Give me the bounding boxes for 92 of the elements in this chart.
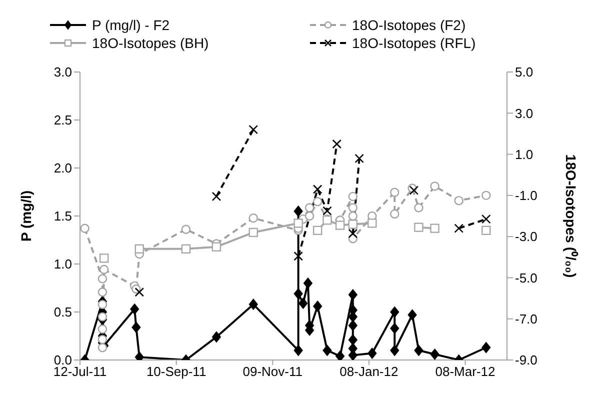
- point: [390, 188, 400, 197]
- point: [181, 244, 191, 254]
- point: [322, 344, 332, 356]
- x-tick-label: 08-Jan-12: [340, 364, 398, 380]
- y2-tick-label: 1.0: [515, 146, 534, 162]
- point: [336, 350, 345, 360]
- y-tick-label: 3.0: [54, 64, 72, 80]
- point: [414, 344, 424, 356]
- point: [312, 226, 322, 235]
- point: [414, 222, 424, 232]
- point: [248, 213, 258, 223]
- x-tick-label: 08-Mar-12: [435, 364, 496, 380]
- point: [312, 184, 322, 194]
- y-tick-label: 0.5: [54, 304, 72, 320]
- point: [98, 274, 108, 284]
- y2-tick-label: -3.0: [515, 229, 538, 244]
- point: [248, 228, 258, 238]
- point: [481, 214, 491, 224]
- point: [454, 224, 464, 233]
- y2-tick-label: -7.0: [515, 311, 538, 326]
- point: [298, 298, 308, 309]
- point: [368, 218, 377, 228]
- point: [130, 304, 140, 315]
- point: [98, 334, 108, 344]
- point: [248, 124, 258, 134]
- point: [98, 343, 108, 352]
- y-tick-label: 1.5: [54, 208, 72, 224]
- y-tick-label: 2.0: [54, 160, 72, 176]
- point: [322, 206, 332, 216]
- point: [80, 224, 90, 233]
- point: [248, 298, 258, 310]
- legend-label: 18O-Isotopes (F2): [352, 17, 466, 33]
- point: [212, 192, 222, 202]
- y-tick-label: 2.5: [54, 112, 72, 128]
- point: [294, 251, 303, 261]
- y2-tick-label: 5.0: [515, 64, 534, 80]
- point: [348, 334, 358, 346]
- point: [294, 206, 303, 217]
- y2-tick-label: 3.0: [515, 106, 534, 121]
- point: [181, 224, 191, 234]
- point: [294, 344, 303, 356]
- point: [430, 224, 440, 233]
- point: [99, 254, 109, 263]
- point: [98, 312, 108, 322]
- point: [414, 203, 424, 212]
- point: [134, 287, 144, 297]
- point: [294, 288, 303, 300]
- legend-label: 18O-Isotopes (BH): [92, 35, 209, 51]
- y2-axis-title: 18O-Isotopes (⁰/₀₀): [563, 154, 580, 278]
- point: [212, 242, 222, 252]
- point: [482, 190, 491, 200]
- point: [98, 288, 108, 297]
- point: [454, 196, 464, 206]
- point: [348, 211, 358, 221]
- legend-label: P (mg/l) - F2: [92, 17, 170, 33]
- point: [312, 197, 322, 206]
- point: [335, 220, 345, 230]
- point: [99, 264, 109, 274]
- point: [430, 182, 440, 191]
- point: [134, 244, 144, 254]
- y2-tick-label: -9.0: [515, 352, 538, 368]
- point: [482, 226, 491, 235]
- point: [482, 342, 491, 354]
- point: [348, 320, 358, 331]
- point: [348, 203, 358, 212]
- point: [390, 209, 400, 219]
- point: [348, 228, 358, 238]
- point: [348, 289, 358, 300]
- y2-tick-label: -1.0: [515, 188, 538, 204]
- point: [348, 192, 358, 202]
- legend-label: 18O-Isotopes (RFL): [352, 35, 476, 51]
- point: [304, 211, 314, 221]
- y2-tick-label: -5.0: [515, 270, 538, 286]
- point: [390, 322, 400, 334]
- point: [390, 306, 400, 318]
- point: [332, 139, 342, 149]
- point: [212, 331, 221, 342]
- point: [368, 348, 377, 359]
- point: [390, 344, 400, 356]
- y-axis-title: P (mg/l): [18, 190, 34, 242]
- x-tick-label: 09-Nov-11: [242, 364, 302, 380]
- point: [313, 300, 322, 312]
- x-tick-label: 10-Sep-11: [146, 364, 206, 380]
- point: [132, 322, 141, 333]
- point: [408, 309, 417, 320]
- point: [348, 220, 358, 229]
- point: [430, 348, 440, 360]
- point: [354, 154, 364, 164]
- y-tick-label: 1.0: [54, 256, 72, 272]
- point: [303, 278, 312, 289]
- point: [294, 218, 303, 228]
- point: [98, 300, 108, 310]
